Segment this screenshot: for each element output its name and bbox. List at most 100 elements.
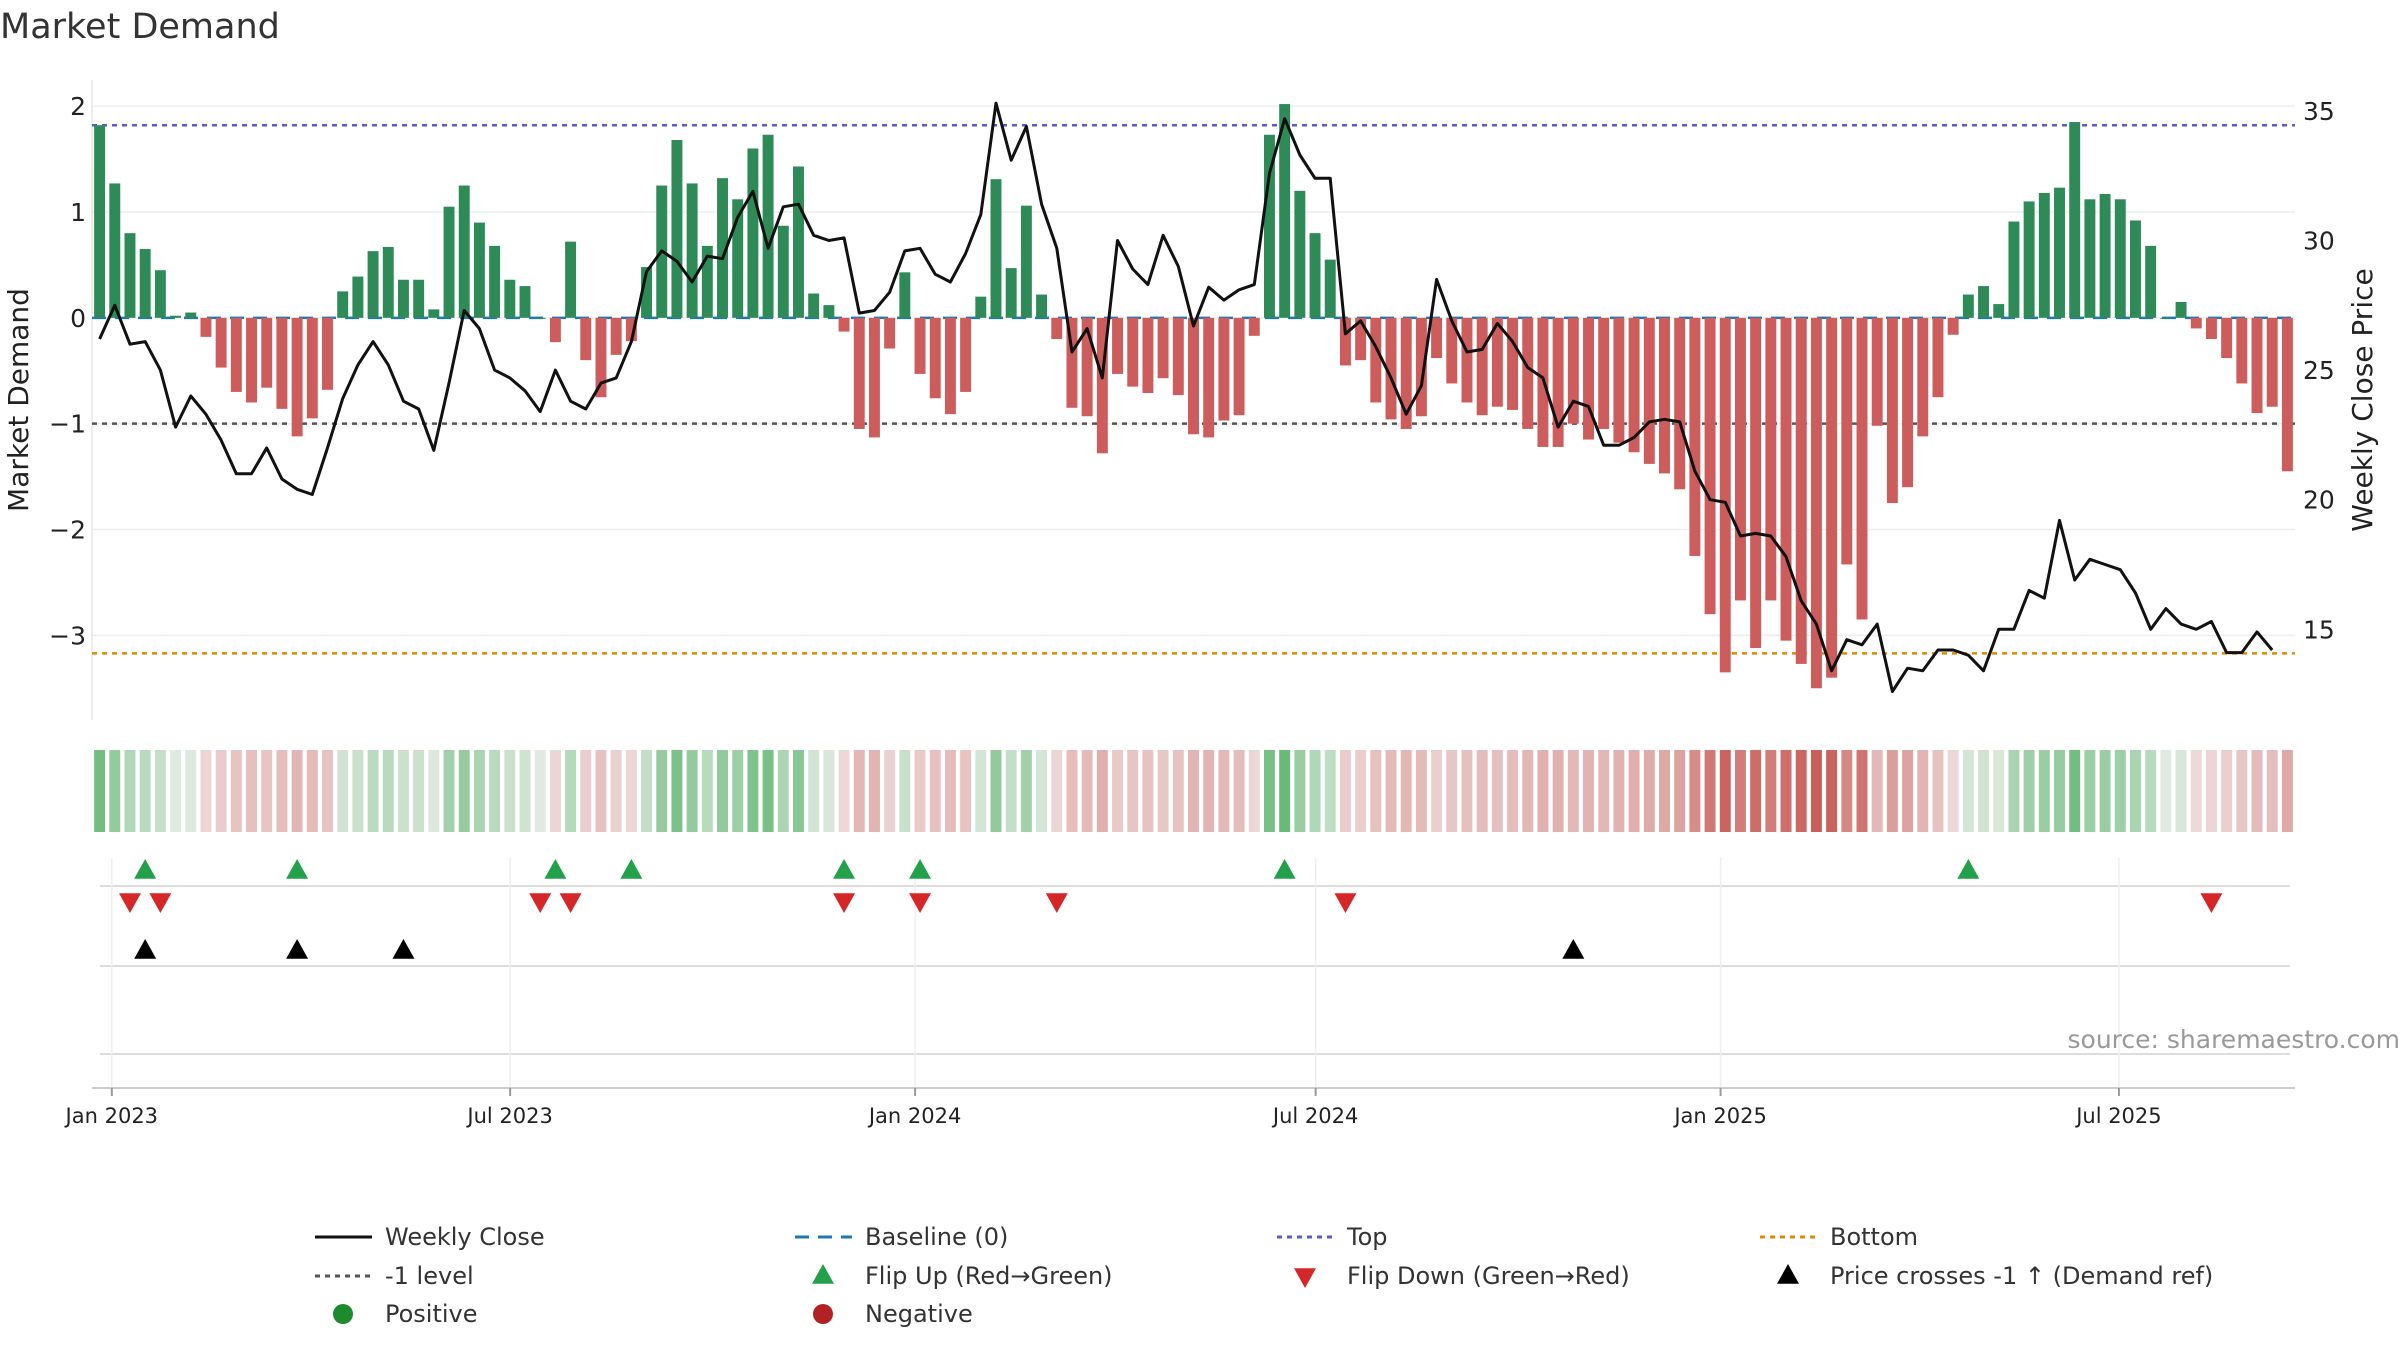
- demand-bar: [549, 317, 561, 343]
- demand-bar: [1719, 317, 1731, 673]
- legend-label: Flip Down (Green→Red): [1347, 1262, 1630, 1290]
- demand-bar: [1750, 317, 1762, 649]
- right-y-axis: 35 30 25 20 15: [2303, 97, 2335, 644]
- demand-bar: [1020, 205, 1032, 318]
- demand-bar: [1112, 317, 1124, 374]
- x-tick-label: Jul 2024: [1271, 1104, 1358, 1128]
- demand-bar: [2190, 317, 2202, 329]
- demand-bar: [413, 279, 425, 318]
- demand-bar: [1628, 317, 1640, 453]
- demand-bar: [1339, 317, 1351, 366]
- demand-bar: [322, 317, 333, 390]
- demand-bar: [2130, 220, 2141, 318]
- heat-cell: [610, 750, 622, 832]
- demand-bar: [1127, 317, 1139, 387]
- heat-cell: [1659, 750, 1670, 832]
- heat-cell: [1020, 750, 1032, 832]
- y-tick-label: 0: [70, 304, 86, 333]
- demand-bar: [1294, 190, 1306, 318]
- legend-label: Top: [1346, 1223, 1388, 1251]
- demand-bar: [747, 148, 759, 318]
- heat-cell: [549, 750, 561, 832]
- flip-down-marker: [529, 893, 552, 913]
- flip-up-marker: [1273, 859, 1296, 879]
- flip-up-marker: [286, 859, 309, 879]
- price-line: [98, 101, 2274, 693]
- demand-bar: [2008, 221, 2020, 318]
- price-cross-marker: [286, 939, 309, 959]
- demand-bar: [154, 270, 166, 318]
- heat-cell: [1036, 750, 1048, 832]
- heat-cell: [1613, 750, 1625, 832]
- demand-bar: [823, 305, 835, 318]
- demand-bar: [1643, 317, 1655, 464]
- heat-cell: [428, 750, 440, 832]
- flip-down-marker: [559, 893, 582, 913]
- demand-bar: [641, 267, 653, 318]
- demand-bar: [777, 225, 789, 318]
- heat-cell: [1507, 750, 1519, 832]
- demand-bar: [1598, 317, 1610, 429]
- heat-cell: [1886, 750, 1898, 832]
- heat-cell: [154, 750, 166, 832]
- demand-bar: [1218, 317, 1230, 421]
- y2-tick-label: 20: [2303, 486, 2335, 515]
- demand-bar: [671, 140, 683, 318]
- demand-bar: [276, 317, 288, 409]
- heat-cell: [2236, 750, 2248, 832]
- demand-bar: [1446, 317, 1458, 384]
- demand-bar: [2281, 317, 2293, 472]
- flip-up-marker: [833, 859, 856, 879]
- demand-bar: [1324, 259, 1336, 318]
- heat-cell: [1309, 750, 1321, 832]
- heat-cell: [2130, 750, 2141, 832]
- heat-cell: [322, 750, 333, 832]
- demand-bar: [1263, 134, 1275, 318]
- heat-cell: [732, 750, 744, 832]
- heat-cell: [2008, 750, 2020, 832]
- demand-bar: [1051, 317, 1063, 339]
- legend-item: Flip Down (Green→Red): [1294, 1262, 1630, 1290]
- heat-cell: [2069, 750, 2081, 832]
- legend-label: Price crosses -1 ↑ (Demand ref): [1830, 1262, 2213, 1290]
- heat-cell: [1719, 750, 1731, 832]
- y2-tick-label: 35: [2303, 97, 2335, 126]
- heat-cell: [200, 750, 212, 832]
- demand-bar: [1810, 317, 1822, 689]
- heat-cell: [1628, 750, 1640, 832]
- heat-cell: [1795, 750, 1807, 832]
- demand-bar: [1689, 317, 1701, 556]
- demand-bar: [2099, 194, 2111, 318]
- demand-bar: [1552, 317, 1564, 447]
- heat-cell: [2114, 750, 2126, 832]
- flip-up-marker: [1957, 859, 1980, 879]
- demand-bar: [1962, 294, 1974, 318]
- heat-cell: [1780, 750, 1792, 832]
- demand-bar: [489, 245, 501, 318]
- heat-cell: [884, 750, 896, 832]
- demand-bar: [1188, 317, 1199, 435]
- heat-cell: [1902, 750, 1914, 832]
- demand-bar: [1674, 317, 1686, 490]
- demand-bar: [124, 233, 136, 318]
- demand-bar: [838, 317, 850, 332]
- heat-cell: [641, 750, 653, 832]
- heat-cell: [1339, 750, 1351, 832]
- event-markers: [100, 858, 2290, 1090]
- demand-bar: [701, 245, 713, 318]
- flip-down-marker: [118, 893, 141, 913]
- heat-cell: [929, 750, 941, 832]
- heat-cell: [1112, 750, 1124, 832]
- heat-cell: [1355, 750, 1367, 832]
- demand-bar: [246, 317, 257, 403]
- y2-axis-label: Weekly Close Price: [2346, 268, 2379, 531]
- heat-cell: [2054, 750, 2065, 832]
- heat-cell: [1917, 750, 1929, 832]
- legend-label: Weekly Close: [385, 1223, 545, 1251]
- legend-item: Bottom: [1760, 1223, 1918, 1251]
- demand-bar: [929, 317, 941, 399]
- demand-bar: [2069, 122, 2081, 318]
- demand-bar: [914, 317, 926, 374]
- heat-cell: [185, 750, 197, 832]
- demand-bar: [534, 317, 546, 319]
